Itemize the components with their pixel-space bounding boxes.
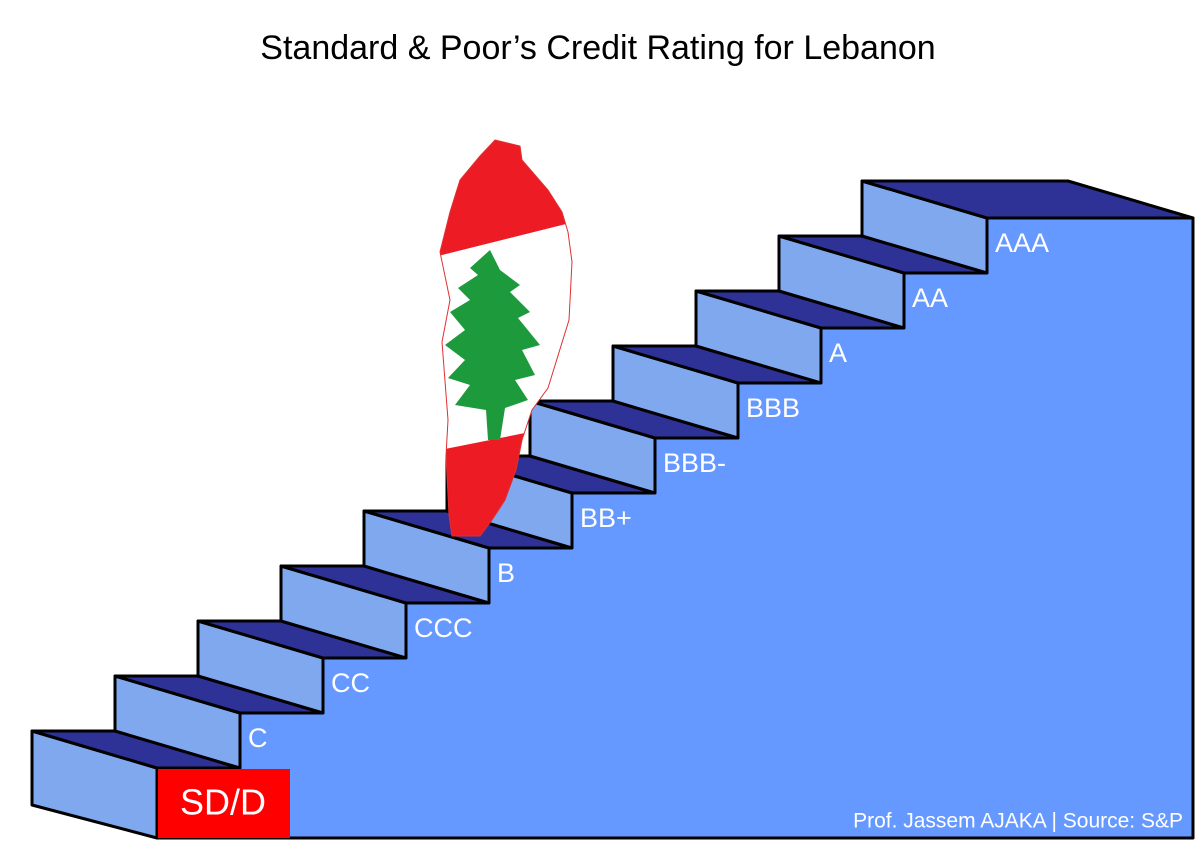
rating-label: AA [912, 283, 948, 313]
rating-label: BBB- [663, 448, 726, 478]
rating-label: B [497, 558, 515, 588]
rating-label: BBB [746, 393, 800, 423]
rating-label: AAA [995, 228, 1049, 258]
rating-label: SD/D [180, 782, 266, 823]
current-rating-box [158, 769, 290, 838]
title: Standard & Poor’s Credit Rating for Leba… [260, 29, 935, 67]
rating-label: A [829, 338, 847, 368]
credit: Prof. Jassem AJAKA | Source: S&P [853, 810, 1183, 833]
map-outline [439, 139, 573, 537]
rating-label: CC [331, 668, 370, 698]
rating-label: BB+ [580, 503, 632, 533]
rating-label: CCC [414, 613, 473, 643]
stair-body [155, 216, 1195, 840]
rating-label: C [248, 723, 268, 753]
